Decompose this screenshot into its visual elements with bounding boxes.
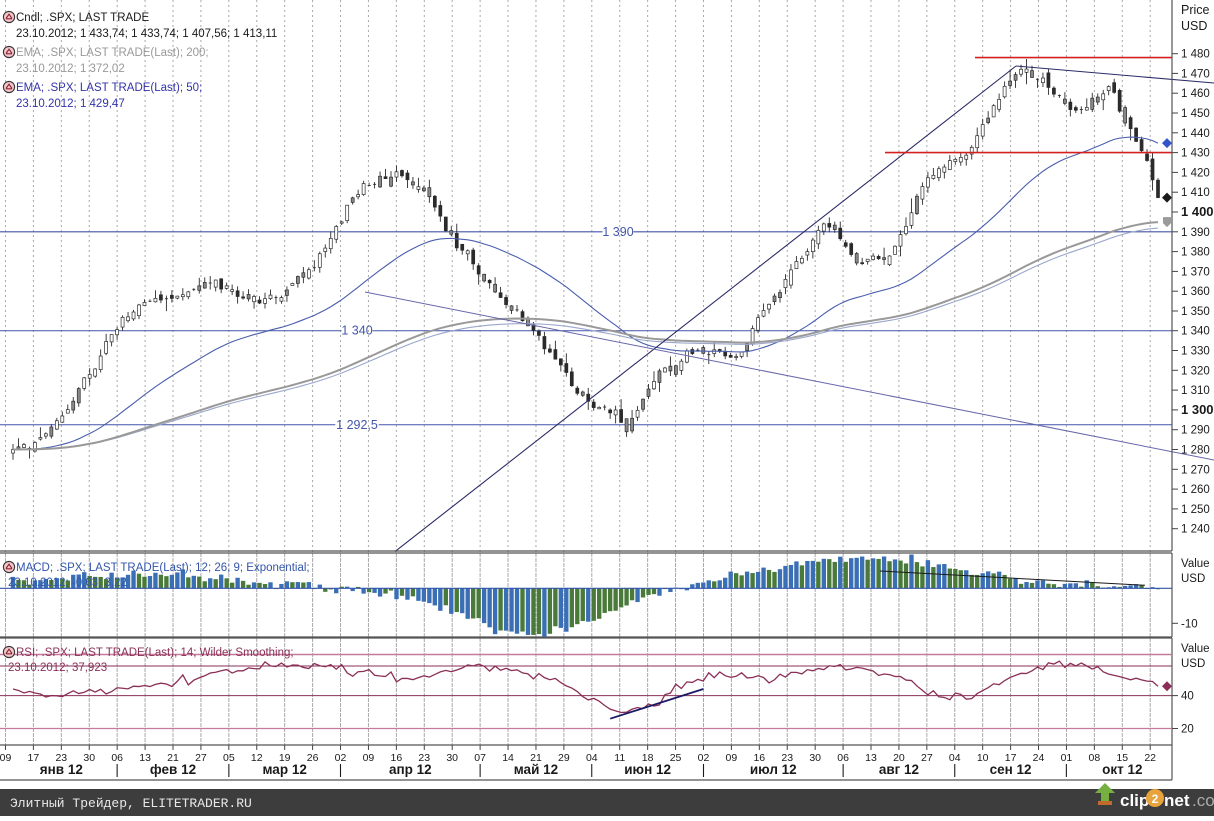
svg-text:1 340: 1 340 <box>341 324 372 338</box>
svg-text:1 292,5: 1 292,5 <box>336 418 378 432</box>
svg-text:1 300: 1 300 <box>1181 402 1214 417</box>
svg-text:|: | <box>115 762 119 777</box>
svg-text:июн 12: июн 12 <box>624 762 671 777</box>
svg-text:1 320: 1 320 <box>1181 365 1210 377</box>
svg-text:1 450: 1 450 <box>1181 108 1210 120</box>
svg-text:09: 09 <box>363 752 375 764</box>
svg-text:29: 29 <box>558 752 570 764</box>
svg-text:1 360: 1 360 <box>1181 286 1210 298</box>
svg-text:12: 12 <box>251 752 263 764</box>
svg-text:1 340: 1 340 <box>1181 326 1210 338</box>
svg-text:23.10.2012; 1 429,47: 23.10.2012; 1 429,47 <box>16 98 125 110</box>
svg-text:|: | <box>478 762 482 777</box>
svg-text:net: net <box>1164 791 1190 810</box>
svg-text:1 280: 1 280 <box>1181 445 1210 457</box>
svg-text:13: 13 <box>865 752 877 764</box>
svg-text:USD: USD <box>1181 658 1205 670</box>
svg-text:Price: Price <box>1181 3 1210 17</box>
svg-text:1 380: 1 380 <box>1181 247 1210 259</box>
svg-text:Cndl; .SPX; LAST TRADE: Cndl; .SPX; LAST TRADE <box>16 12 149 24</box>
svg-text:1 290: 1 290 <box>1181 425 1210 437</box>
svg-text:окт 12: окт 12 <box>1102 762 1142 777</box>
svg-text:1 480: 1 480 <box>1181 49 1210 61</box>
svg-text:1 370: 1 370 <box>1181 266 1210 278</box>
svg-text:30: 30 <box>809 752 821 764</box>
svg-text:27: 27 <box>921 752 933 764</box>
svg-text:1 400: 1 400 <box>1181 204 1214 219</box>
svg-text:1 390: 1 390 <box>602 225 633 239</box>
svg-text:1 430: 1 430 <box>1181 148 1210 160</box>
svg-text:1 410: 1 410 <box>1181 187 1210 199</box>
svg-text:17: 17 <box>28 752 40 764</box>
svg-text:1 270: 1 270 <box>1181 464 1210 476</box>
svg-text:|: | <box>339 762 343 777</box>
svg-text:|: | <box>227 762 231 777</box>
svg-text:2: 2 <box>1152 792 1159 806</box>
svg-text:40: 40 <box>1181 691 1194 703</box>
svg-text:|: | <box>590 762 594 777</box>
svg-text:|: | <box>841 762 845 777</box>
svg-text:1 440: 1 440 <box>1181 128 1210 140</box>
svg-text:14: 14 <box>502 752 514 764</box>
svg-text:MACD; .SPX; LAST TRADE(Last);: MACD; .SPX; LAST TRADE(Last); 12; 26; 9;… <box>16 562 310 574</box>
svg-text:23.10.2012; 1 433,74; 1 433,74: 23.10.2012; 1 433,74; 1 433,74; 1 407,56… <box>16 28 277 40</box>
svg-text:08: 08 <box>1089 752 1101 764</box>
svg-text:30: 30 <box>83 752 95 764</box>
svg-text:янв 12: янв 12 <box>40 762 83 777</box>
svg-text:апр 12: апр 12 <box>389 762 432 777</box>
svg-text:23.10.2012; 37,923: 23.10.2012; 37,923 <box>8 662 107 674</box>
svg-text:июл 12: июл 12 <box>750 762 797 777</box>
svg-text:|: | <box>1065 762 1069 777</box>
svg-text:Value: Value <box>1181 558 1210 570</box>
svg-text:20: 20 <box>1181 724 1194 736</box>
svg-text:22: 22 <box>1144 752 1156 764</box>
svg-text:1 470: 1 470 <box>1181 68 1210 80</box>
svg-text:25: 25 <box>670 752 682 764</box>
svg-text:26: 26 <box>307 752 319 764</box>
svg-text:1 420: 1 420 <box>1181 167 1210 179</box>
svg-text:|: | <box>702 762 706 777</box>
svg-text:USD: USD <box>1181 573 1205 585</box>
svg-text:.com: .com <box>1192 791 1214 810</box>
svg-text:Value: Value <box>1181 643 1210 655</box>
svg-text:мар 12: мар 12 <box>263 762 307 777</box>
svg-text:сен 12: сен 12 <box>990 762 1032 777</box>
svg-text:1 240: 1 240 <box>1181 524 1210 536</box>
svg-text:clip: clip <box>1120 791 1149 810</box>
svg-text:1 350: 1 350 <box>1181 306 1210 318</box>
svg-text:май 12: май 12 <box>514 762 558 777</box>
svg-text:1 260: 1 260 <box>1181 484 1210 496</box>
svg-text:EMA; .SPX; LAST TRADE(Last);: EMA; .SPX; LAST TRADE(Last); 200; <box>16 47 209 59</box>
svg-text:Элитный Трейдер, ELITETRADER.R: Элитный Трейдер, ELITETRADER.RU <box>10 796 252 811</box>
svg-text:-10: -10 <box>1181 618 1198 630</box>
svg-text:|: | <box>953 762 957 777</box>
svg-text:1 250: 1 250 <box>1181 504 1210 516</box>
svg-text:1 390: 1 390 <box>1181 227 1210 239</box>
svg-text:авг 12: авг 12 <box>879 762 919 777</box>
svg-text:09: 09 <box>726 752 738 764</box>
svg-text:10: 10 <box>977 752 989 764</box>
svg-text:30: 30 <box>446 752 458 764</box>
svg-text:24: 24 <box>1033 752 1045 764</box>
svg-text:23.10.2012; -0,63; 3,22: 23.10.2012; -0,63; 3,22 <box>8 577 127 589</box>
svg-text:27: 27 <box>195 752 207 764</box>
svg-text:1 330: 1 330 <box>1181 346 1210 358</box>
svg-text:USD: USD <box>1181 19 1207 33</box>
svg-text:фев 12: фев 12 <box>150 762 196 777</box>
svg-text:1 460: 1 460 <box>1181 88 1210 100</box>
svg-text:EMA; .SPX; LAST TRADE(Last);: EMA; .SPX; LAST TRADE(Last); 50; <box>16 82 202 94</box>
svg-text:1 310: 1 310 <box>1181 385 1210 397</box>
svg-text:23.10.2012; 1 372,02: 23.10.2012; 1 372,02 <box>16 63 125 75</box>
svg-text:09: 09 <box>0 752 11 764</box>
svg-text:RSI; .SPX; LAST TRADE(Last);: RSI; .SPX; LAST TRADE(Last); 14; Wilder … <box>16 647 294 659</box>
